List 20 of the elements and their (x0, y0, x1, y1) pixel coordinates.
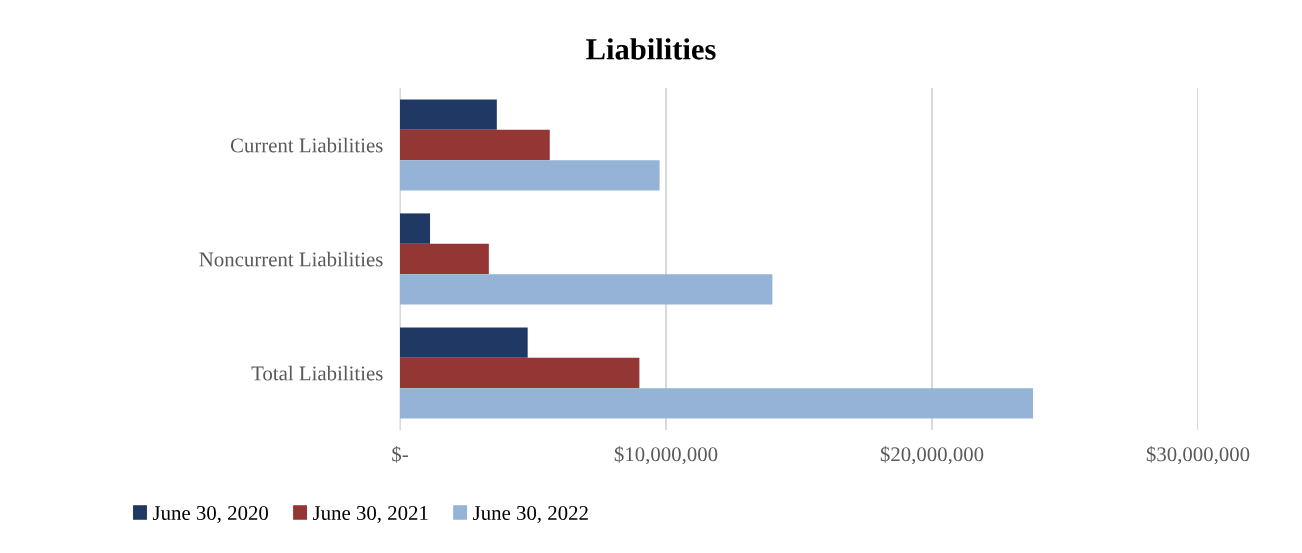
x-tick-label: $10,000,000 (614, 446, 718, 465)
bar (400, 327, 528, 358)
x-tick-label: $20,000,000 (880, 446, 984, 465)
legend-label: June 30, 2020 (152, 505, 269, 524)
x-tick-label: $30,000,000 (1146, 446, 1250, 465)
chart-title: Liabilities (586, 38, 716, 60)
x-tick-label: $- (392, 446, 408, 463)
legend-label: June 30, 2022 (473, 505, 588, 524)
y-tick-label: Current Liabilities (230, 137, 383, 153)
legend-label: June 30, 2021 (313, 505, 428, 524)
bar (400, 129, 550, 161)
bar (400, 388, 1034, 419)
bar (400, 99, 497, 130)
bar (400, 213, 431, 244)
bar (400, 160, 660, 191)
bar (400, 357, 640, 389)
y-tick-label: Total Liabilities (251, 365, 383, 381)
bar (400, 243, 489, 275)
bar (400, 274, 773, 305)
y-tick-label: Noncurrent Liabilities (199, 251, 383, 267)
